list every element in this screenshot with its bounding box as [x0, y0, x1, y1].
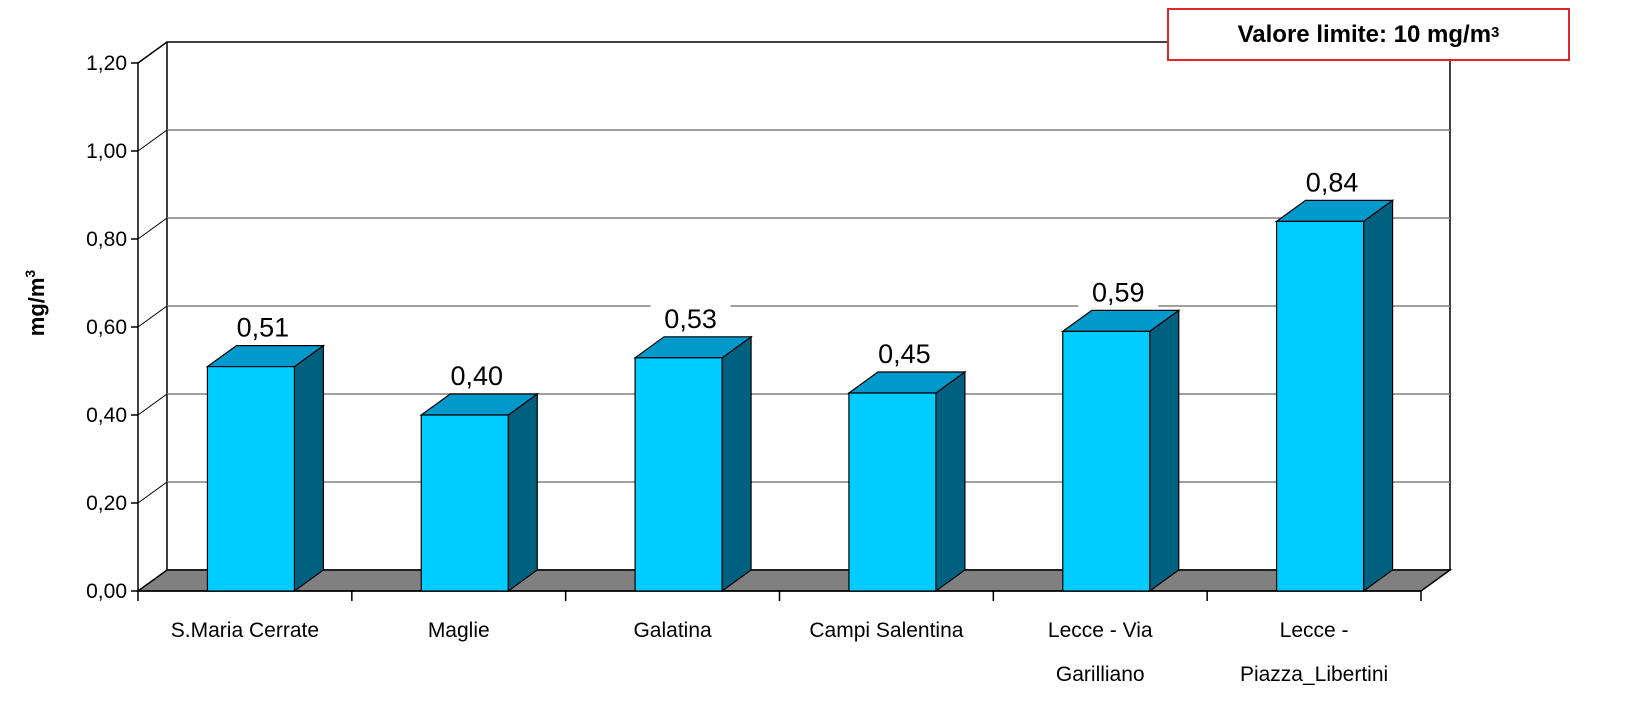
data-label: 0,59 — [1092, 277, 1145, 307]
bar-3 — [633, 335, 753, 593]
data-label-backdrop — [864, 337, 945, 371]
category-label: Campi Salentina — [809, 619, 963, 642]
bars — [205, 199, 1395, 593]
data-label: 0,51 — [237, 313, 290, 343]
bar-side-face — [1149, 309, 1180, 593]
y-tick-labels: 0,00 0,20 0,40 0,60 0,80 1,00 1,20 — [86, 52, 127, 603]
bar-1 — [205, 344, 326, 593]
floor-plane — [135, 569, 1453, 592]
y-tick-label: 0,00 — [86, 580, 127, 603]
category-label-line: Lecce - — [1280, 619, 1349, 642]
axes — [131, 41, 1422, 601]
category-label-line: Galatina — [633, 619, 712, 642]
category-labels: S.Maria Cerrate Maglie Galatina Campi Salen… — [171, 619, 1388, 686]
category-label: S.Maria Cerrate — [171, 619, 319, 642]
chart-floor — [135, 569, 1453, 592]
bar-4 — [847, 370, 967, 593]
data-labels: 0,51 0,40 0,53 0,45 0,59 0,84 — [222, 165, 1373, 393]
bar-2 — [419, 392, 540, 593]
side-wall-gridline — [137, 217, 168, 240]
bar-side-face — [721, 335, 752, 593]
category-label: Lecce - Via Garilliano — [1048, 619, 1153, 686]
bar-front-face — [420, 414, 509, 592]
y-tick-label: 1,00 — [86, 140, 127, 163]
side-wall-gridline — [137, 481, 168, 504]
bar-front-face — [1275, 220, 1365, 592]
data-label: 0,40 — [450, 361, 503, 391]
side-wall-top — [137, 41, 168, 64]
y-tick-label: 0,80 — [86, 228, 127, 251]
data-label-backdrop — [1078, 275, 1159, 310]
side-wall-gridline — [137, 393, 168, 416]
y-tick-label: 0,20 — [86, 492, 127, 515]
side-wall-gridline — [137, 129, 168, 152]
bar-front-face — [848, 392, 937, 592]
y-tick-label: 0,60 — [86, 316, 127, 339]
data-label: 0,53 — [664, 304, 717, 334]
bar-side-face — [1362, 199, 1394, 593]
limit-value-superscript: 3 — [1491, 24, 1500, 41]
side-wall-gridline — [137, 305, 168, 328]
bar-front-face — [634, 357, 723, 592]
data-label-backdrop — [436, 359, 517, 393]
limit-value-annotation: Valore limite: 10 mg/m 3 — [1167, 8, 1570, 61]
category-label-line: Campi Salentina — [809, 619, 963, 642]
data-label-backdrop — [222, 310, 303, 345]
bar-side-face — [293, 344, 325, 593]
bar-side-face — [507, 392, 538, 593]
bar-front-face — [206, 366, 296, 592]
gridlines — [167, 129, 1450, 483]
category-label-line: Lecce - Via — [1048, 619, 1153, 642]
bar-5 — [1060, 309, 1181, 593]
data-label-backdrop — [650, 301, 731, 336]
data-label: 0,45 — [878, 339, 931, 369]
limit-value-text: Valore limite: 10 mg/m — [1237, 20, 1492, 48]
y-tick-label: 0,40 — [86, 404, 127, 427]
y-axis-label-superscript: 3 — [22, 270, 38, 278]
data-label: 0,84 — [1306, 167, 1359, 197]
y-axis-label-text: mg/m — [24, 278, 49, 337]
category-label-line: Garilliano — [1056, 663, 1145, 686]
category-label: Lecce - Piazza_Libertini — [1240, 619, 1388, 686]
y-tick-label: 1,20 — [86, 52, 127, 75]
data-label-backdrop — [1292, 165, 1373, 200]
bar-side-face — [935, 370, 966, 593]
category-label: Maglie — [428, 619, 490, 642]
bar-6 — [1274, 199, 1395, 593]
bar-front-face — [1062, 330, 1151, 592]
category-label-line: Piazza_Libertini — [1240, 663, 1388, 686]
category-label-line: S.Maria Cerrate — [171, 619, 319, 642]
category-label-line: Maglie — [428, 619, 490, 642]
category-label: Galatina — [633, 619, 712, 642]
y-axis-label: mg/m3 — [22, 270, 49, 337]
